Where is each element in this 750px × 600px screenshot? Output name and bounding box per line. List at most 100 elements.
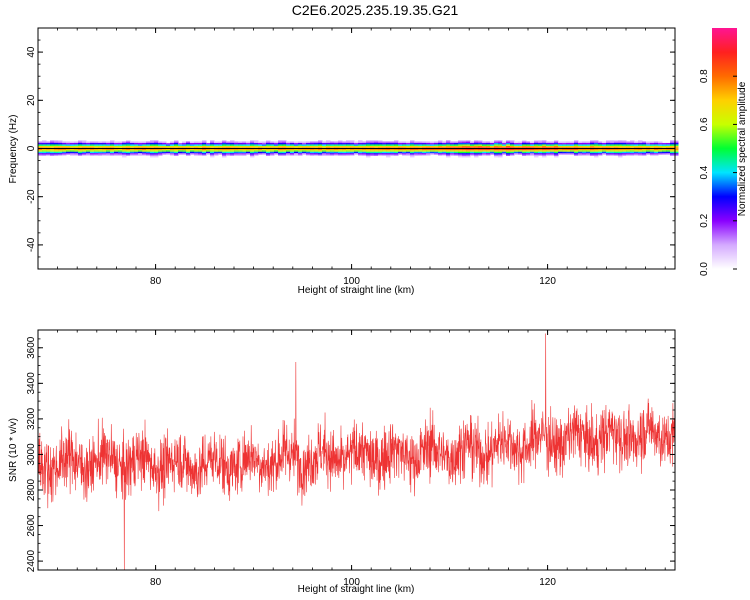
- spectrogram-cell: [214, 145, 219, 148]
- spectrogram-cell: [334, 144, 339, 146]
- spectrogram-cell: [346, 150, 351, 152]
- spectrogram-cell: [154, 150, 159, 152]
- spectrogram-cell: [638, 154, 643, 156]
- spectrogram-cell: [122, 151, 127, 154]
- spectrogram-cell: [498, 142, 503, 145]
- spectrogram-cell: [342, 141, 347, 143]
- spectrogram-cell: [490, 150, 495, 152]
- spectrogram-cell: [98, 141, 103, 143]
- spectrogram-cell: [454, 145, 459, 148]
- spectrogram-cell: [674, 142, 679, 145]
- spectrogram-cell: [38, 141, 43, 143]
- spectrogram-cell: [302, 142, 307, 145]
- spectrogram-cell: [338, 144, 343, 146]
- spectrogram-cell: [294, 145, 299, 148]
- spectrogram-cell: [274, 145, 279, 148]
- spectrogram-cell: [222, 145, 227, 148]
- spectrogram-cell: [390, 148, 395, 151]
- spectrogram-cell: [54, 140, 59, 142]
- spectrogram-cell: [166, 151, 171, 154]
- spectrogram-cell: [618, 140, 623, 142]
- spectrogram-cell: [674, 154, 679, 156]
- spectrogram-cell: [294, 151, 299, 154]
- spectrogram-cell: [42, 144, 47, 146]
- spectrogram-cell: [562, 148, 567, 151]
- spectrogram-cell: [46, 145, 51, 148]
- spectrogram-cell: [510, 145, 515, 148]
- spectrogram-cell: [370, 140, 375, 142]
- spectrogram-cell: [458, 150, 463, 152]
- spectrogram-cell: [262, 153, 267, 155]
- spectrogram-cell: [254, 154, 259, 156]
- spectrogram-cell: [450, 148, 455, 151]
- spectrogram-cell: [574, 150, 579, 152]
- spectrogram-cell: [406, 142, 411, 145]
- spectrogram-cell: [70, 142, 75, 145]
- spectrogram-cell: [530, 154, 535, 156]
- spectrogram-cell: [546, 153, 551, 155]
- spectrogram-cell: [386, 144, 391, 146]
- spectrogram-cell: [650, 150, 655, 152]
- spectrogram-cell: [670, 140, 675, 142]
- spectrogram-cell: [478, 142, 483, 145]
- spectrogram-cell: [114, 153, 119, 155]
- snr-y-tick-label: 3000: [26, 443, 37, 466]
- spectrogram-cell: [282, 145, 287, 148]
- spectrogram-cell: [390, 154, 395, 156]
- spectrogram-cell: [122, 144, 127, 146]
- spectrogram-cell: [334, 151, 339, 154]
- spectrogram-cell: [402, 145, 407, 148]
- spectrogram-cell: [522, 141, 527, 143]
- spectrogram-cell: [562, 151, 567, 154]
- spectrogram-cell: [370, 153, 375, 155]
- spectrogram-cell: [466, 150, 471, 152]
- spectrogram-cell: [106, 150, 111, 152]
- spectrogram-cell: [450, 145, 455, 148]
- spectrogram-cell: [258, 142, 263, 145]
- spectrogram-cell: [426, 144, 431, 146]
- spectrogram-cell: [254, 148, 259, 151]
- spectrogram-cell: [154, 140, 159, 142]
- spectrogram-cell: [446, 140, 451, 142]
- spectrogram-cell: [198, 154, 203, 156]
- snr-series-line: [37, 333, 676, 571]
- spectrogram-cell: [278, 150, 283, 152]
- spectrogram-cell: [194, 150, 199, 152]
- spectrogram-cell: [434, 142, 439, 145]
- spectrogram-cell: [554, 154, 559, 156]
- spectrogram-cell: [578, 145, 583, 148]
- spectrogram-cell: [106, 151, 111, 154]
- spectrogram-cell: [114, 145, 119, 148]
- spectrogram-cell: [62, 141, 67, 143]
- spectrogram-cell: [278, 140, 283, 142]
- spectrogram-cell: [662, 153, 667, 155]
- spectrogram-cell: [42, 154, 47, 156]
- spectrogram-cell: [174, 154, 179, 156]
- spectrogram-cell: [358, 154, 363, 156]
- spectrogram-cell: [474, 153, 479, 155]
- spectrogram-cell: [574, 145, 579, 148]
- spectrogram-cell: [638, 145, 643, 148]
- spectrogram-cell: [366, 150, 371, 152]
- spectrogram-cell: [586, 148, 591, 151]
- spectrogram-cell: [58, 154, 63, 156]
- spectrogram-cell: [554, 148, 559, 151]
- spectrogram-cell: [78, 153, 83, 155]
- spectrogram-cell: [530, 145, 535, 148]
- spectrogram-cell: [290, 148, 295, 151]
- spectrogram-cell: [538, 148, 543, 151]
- spectrogram-cell: [474, 148, 479, 151]
- spectrogram-cell: [174, 140, 179, 142]
- colorbar-gradient: [712, 28, 737, 269]
- spectrogram-cell: [282, 144, 287, 146]
- spectrogram-cell: [42, 142, 47, 145]
- spectrogram-cell: [542, 145, 547, 148]
- spectrogram-cell: [50, 145, 55, 148]
- spectrogram-cell: [98, 153, 103, 155]
- spectrogram-cell: [490, 151, 495, 154]
- spectrogram-cell: [90, 153, 95, 155]
- spectrogram-cell: [214, 141, 219, 143]
- spectrogram-cell: [410, 148, 415, 151]
- spectrogram-cell: [310, 141, 315, 143]
